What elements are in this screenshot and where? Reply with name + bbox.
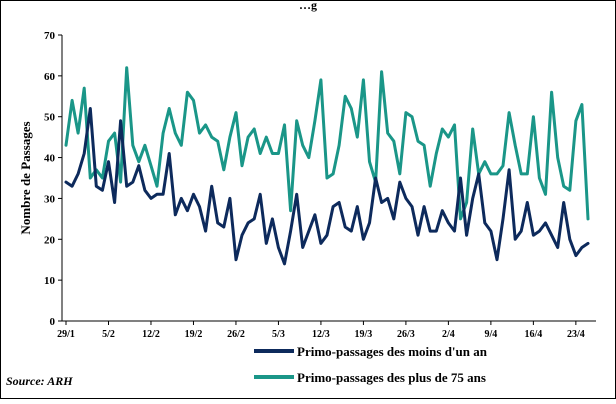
y-tick-label: 60 <box>44 71 56 83</box>
y-tick-label: 10 <box>44 275 56 287</box>
y-tick-label: 70 <box>44 30 56 42</box>
series-line-moins-un-an <box>64 107 590 266</box>
x-tick-label: 26/3 <box>397 329 415 340</box>
x-tick-label: 9/4 <box>484 329 497 340</box>
legend-label-plus-75-ans: Primo-passages des plus de 75 ans <box>297 370 486 385</box>
x-tick-label: 12/3 <box>312 329 330 340</box>
y-tick-label: 50 <box>44 112 56 124</box>
x-tick-label: 19/2 <box>185 329 203 340</box>
series-layer <box>64 66 590 266</box>
x-tick-label: 16/4 <box>524 329 542 340</box>
x-tick-label: 19/3 <box>355 329 373 340</box>
legend-label-moins-un-an: Primo-passages des moins d'un an <box>297 344 488 359</box>
x-tick-label: 12/2 <box>142 329 160 340</box>
y-axis-label: Nombre de Passages <box>18 121 33 234</box>
x-tick-label: 29/1 <box>57 329 75 340</box>
series-line-plus-75-ans <box>64 66 590 221</box>
y-axis: 0 10 20 30 40 50 60 70 <box>44 30 63 328</box>
y-tick-label: 0 <box>50 316 56 328</box>
x-tick-label: 2/4 <box>442 329 455 340</box>
x-tick-label: 5/2 <box>102 329 115 340</box>
x-axis: 29/1 5/2 12/2 19/2 26/2 5/3 12/3 19/3 26/3 2/4 9/4… <box>57 320 596 340</box>
y-tick-label: 30 <box>44 193 56 205</box>
chart-title: …g <box>299 0 317 12</box>
x-tick-label: 23/4 <box>567 329 585 340</box>
source-note: Source: ARH <box>6 374 73 388</box>
y-tick-label: 40 <box>44 153 56 165</box>
y-tick-label: 20 <box>44 234 56 246</box>
x-tick-label: 5/3 <box>272 329 285 340</box>
x-tick-label: 26/2 <box>227 329 245 340</box>
legend: Primo-passages des moins d'un an Primo-p… <box>254 344 488 385</box>
